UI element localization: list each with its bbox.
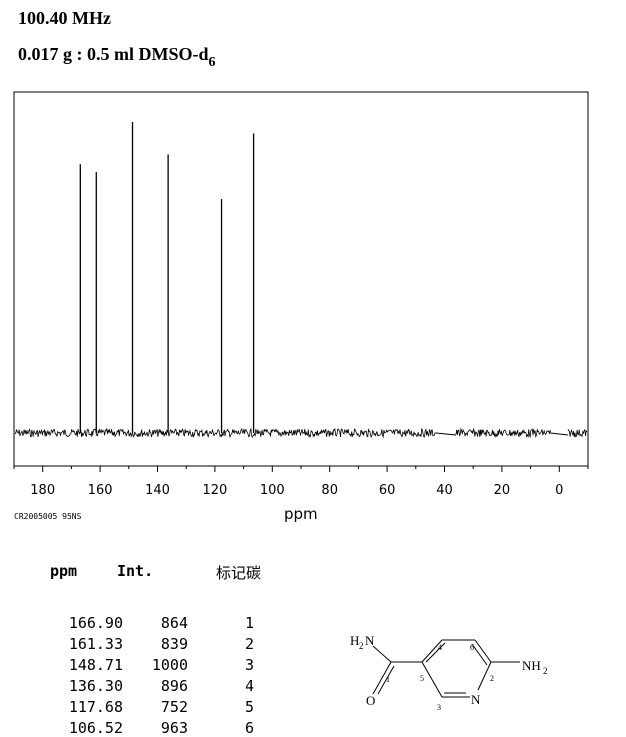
table-header-int: Int. <box>117 562 154 580</box>
ppm-cell: 148.71 <box>68 656 123 674</box>
ppm-cell: 161.33 <box>68 635 123 653</box>
carbon-cell: 2 <box>244 635 254 653</box>
spectrum-code: CR2005005 95NS <box>14 512 82 521</box>
table-header-ppm: ppm <box>50 562 78 580</box>
ppm-cell: 166.90 <box>68 614 123 632</box>
baseline-noise-path <box>14 427 588 439</box>
structure-labels: H 2 N O N NH 2 <box>350 633 548 708</box>
sample-description: 0.017 g : 0.5 ml DMSO-d6 <box>18 44 216 70</box>
baseline-gap-line <box>550 432 568 436</box>
baseline-noise <box>14 427 588 439</box>
sample-text: 0.017 g : 0.5 ml DMSO-d <box>18 44 209 64</box>
int-cell: 896 <box>160 677 188 695</box>
atom-number-2: 2 <box>490 674 494 683</box>
peak-lines <box>79 122 255 433</box>
int-cell: 752 <box>160 698 188 716</box>
x-axis-label: ppm <box>284 505 318 523</box>
amide-h-subscript: 2 <box>359 641 364 651</box>
x-tick-label: 0 <box>555 483 563 498</box>
x-tick-label: 100 <box>260 483 285 498</box>
x-tick-label: 80 <box>321 483 338 498</box>
x-tick-label: 160 <box>88 483 113 498</box>
x-axis-ticks: 180 160 140 120 100 80 60 40 20 0 <box>13 466 589 498</box>
carbon-cell: 6 <box>244 719 254 737</box>
oxygen-label: O <box>366 693 375 708</box>
int-cell: 839 <box>160 635 188 653</box>
carbon-cell: 5 <box>244 698 254 716</box>
ppm-cell: 106.52 <box>68 719 123 737</box>
ring-n-label: N <box>471 692 481 707</box>
x-tick-label: 40 <box>436 483 453 498</box>
int-cell: 1000 <box>151 656 188 674</box>
sample-subscript: 6 <box>208 55 216 70</box>
atom-number-5: 5 <box>420 674 424 683</box>
ppm-cell: 136.30 <box>68 677 123 695</box>
x-tick-label: 60 <box>379 483 396 498</box>
structure-bonds <box>372 639 520 698</box>
atom-number-1: 1 <box>386 675 390 684</box>
amide-n-label: N <box>365 633 375 648</box>
atom-numbers: 1 2 3 4 5 6 <box>386 643 494 712</box>
int-cell: 864 <box>160 614 188 632</box>
plot-frame <box>13 91 589 467</box>
x-tick-label: 180 <box>30 483 55 498</box>
table-header-carbon: 标记碳 <box>216 564 262 582</box>
int-cell: 963 <box>160 719 188 737</box>
x-tick-label: 140 <box>145 483 170 498</box>
carbon-cell: 1 <box>244 614 254 632</box>
carbon-cell: 3 <box>244 656 254 674</box>
atom-number-4: 4 <box>438 643 442 652</box>
carbon-cell: 4 <box>244 677 254 695</box>
amine-label: NH <box>522 658 541 673</box>
amide-h-label: H <box>350 633 359 648</box>
x-tick-label: 120 <box>202 483 227 498</box>
ppm-cell: 117.68 <box>68 698 123 716</box>
x-tick-label: 20 <box>494 483 511 498</box>
baseline-gap-line <box>435 432 457 436</box>
atom-number-6: 6 <box>470 643 474 652</box>
amine-subscript: 2 <box>543 666 548 676</box>
nmr-spectrum-chart: 180 160 140 120 100 80 60 40 20 0 <box>13 91 589 498</box>
atom-number-3: 3 <box>437 703 441 712</box>
spectrometer-frequency: 100.40 MHz <box>18 8 111 28</box>
